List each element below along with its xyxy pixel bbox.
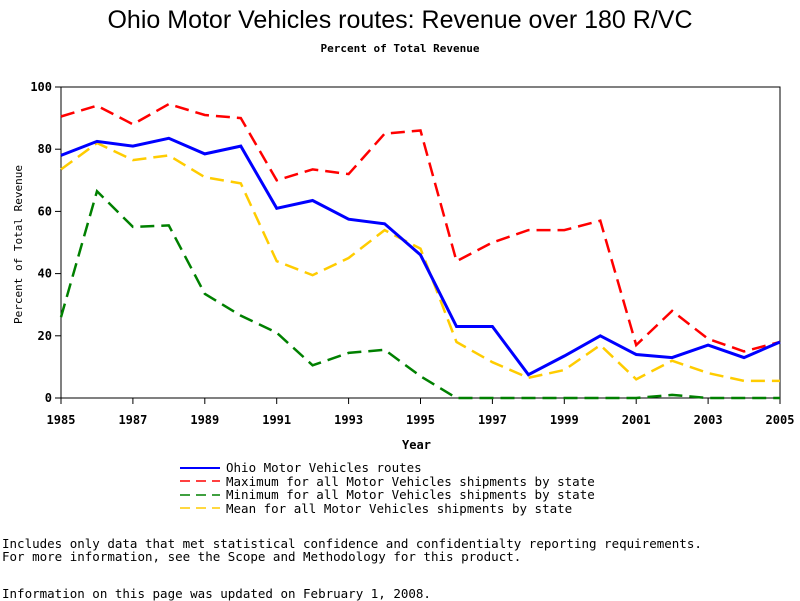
y-tick-label: 80 bbox=[38, 142, 52, 156]
legend-label: Mean for all Motor Vehicles shipments by… bbox=[226, 500, 573, 516]
legend-item-minimum-by-state: Minimum for all Motor Vehicles shipments… bbox=[180, 488, 595, 502]
legend-item-maximum-by-state: Maximum for all Motor Vehicles shipments… bbox=[180, 473, 595, 489]
x-tick-label: 1985 bbox=[47, 413, 76, 427]
legend-swatch bbox=[180, 494, 220, 496]
update-date-note: Information on this page was updated on … bbox=[2, 586, 431, 601]
x-tick-label: 1989 bbox=[190, 413, 219, 427]
legend-label: Minimum for all Motor Vehicles shipments… bbox=[226, 487, 595, 502]
chart-legend: Ohio Motor Vehicles routes Maximum for al… bbox=[180, 461, 595, 515]
line-chart: 0 20 40 60 80 100 1985 1987 1989 1991 1993 1995 1997… bbox=[12, 80, 795, 452]
y-tick-label: 100 bbox=[30, 80, 52, 94]
x-tick-label: 1995 bbox=[406, 413, 435, 427]
x-tick-label: 2001 bbox=[622, 413, 651, 427]
series-line-minimum-by-state bbox=[59, 188, 780, 400]
x-tick-label: 1999 bbox=[550, 413, 579, 427]
legend-swatch bbox=[180, 507, 220, 509]
x-tick-label: 1987 bbox=[118, 413, 147, 427]
series-line-ohio-routes bbox=[60, 136, 781, 377]
y-tick-label: 40 bbox=[38, 267, 52, 281]
legend-item-ohio-routes: Ohio Motor Vehicles routes bbox=[180, 461, 595, 475]
y-tick-label: 20 bbox=[38, 329, 52, 343]
x-tick-label: 1991 bbox=[262, 413, 291, 427]
y-axis-label: Percent of Total Revenue bbox=[12, 165, 25, 324]
legend-swatch bbox=[180, 480, 220, 482]
legend-swatch bbox=[180, 466, 220, 469]
chart-title: Ohio Motor Vehicles routes: Revenue over… bbox=[107, 6, 693, 34]
x-axis-label: Year bbox=[402, 438, 431, 452]
legend-label: Ohio Motor Vehicles routes bbox=[226, 460, 422, 475]
x-tick-label: 2003 bbox=[694, 413, 723, 427]
legend-label: Maximum for all Motor Vehicles shipments… bbox=[226, 473, 595, 489]
x-tick-label: 1997 bbox=[478, 413, 507, 427]
confidentiality-note: Includes only data that met statistical … bbox=[2, 536, 702, 551]
chart-subtitle: Percent of Total Revenue bbox=[320, 42, 480, 55]
legend-item-mean-by-state: Mean for all Motor Vehicles shipments by… bbox=[180, 500, 595, 516]
methodology-note: For more information, see the Scope and … bbox=[2, 549, 522, 564]
x-tick-label: 2005 bbox=[766, 413, 795, 427]
x-tick-label: 1993 bbox=[334, 413, 363, 427]
y-tick-label: 0 bbox=[45, 391, 52, 405]
series-line-maximum-by-state bbox=[60, 102, 781, 353]
series-line-mean-by-state bbox=[60, 141, 780, 383]
y-tick-label: 60 bbox=[38, 204, 52, 218]
